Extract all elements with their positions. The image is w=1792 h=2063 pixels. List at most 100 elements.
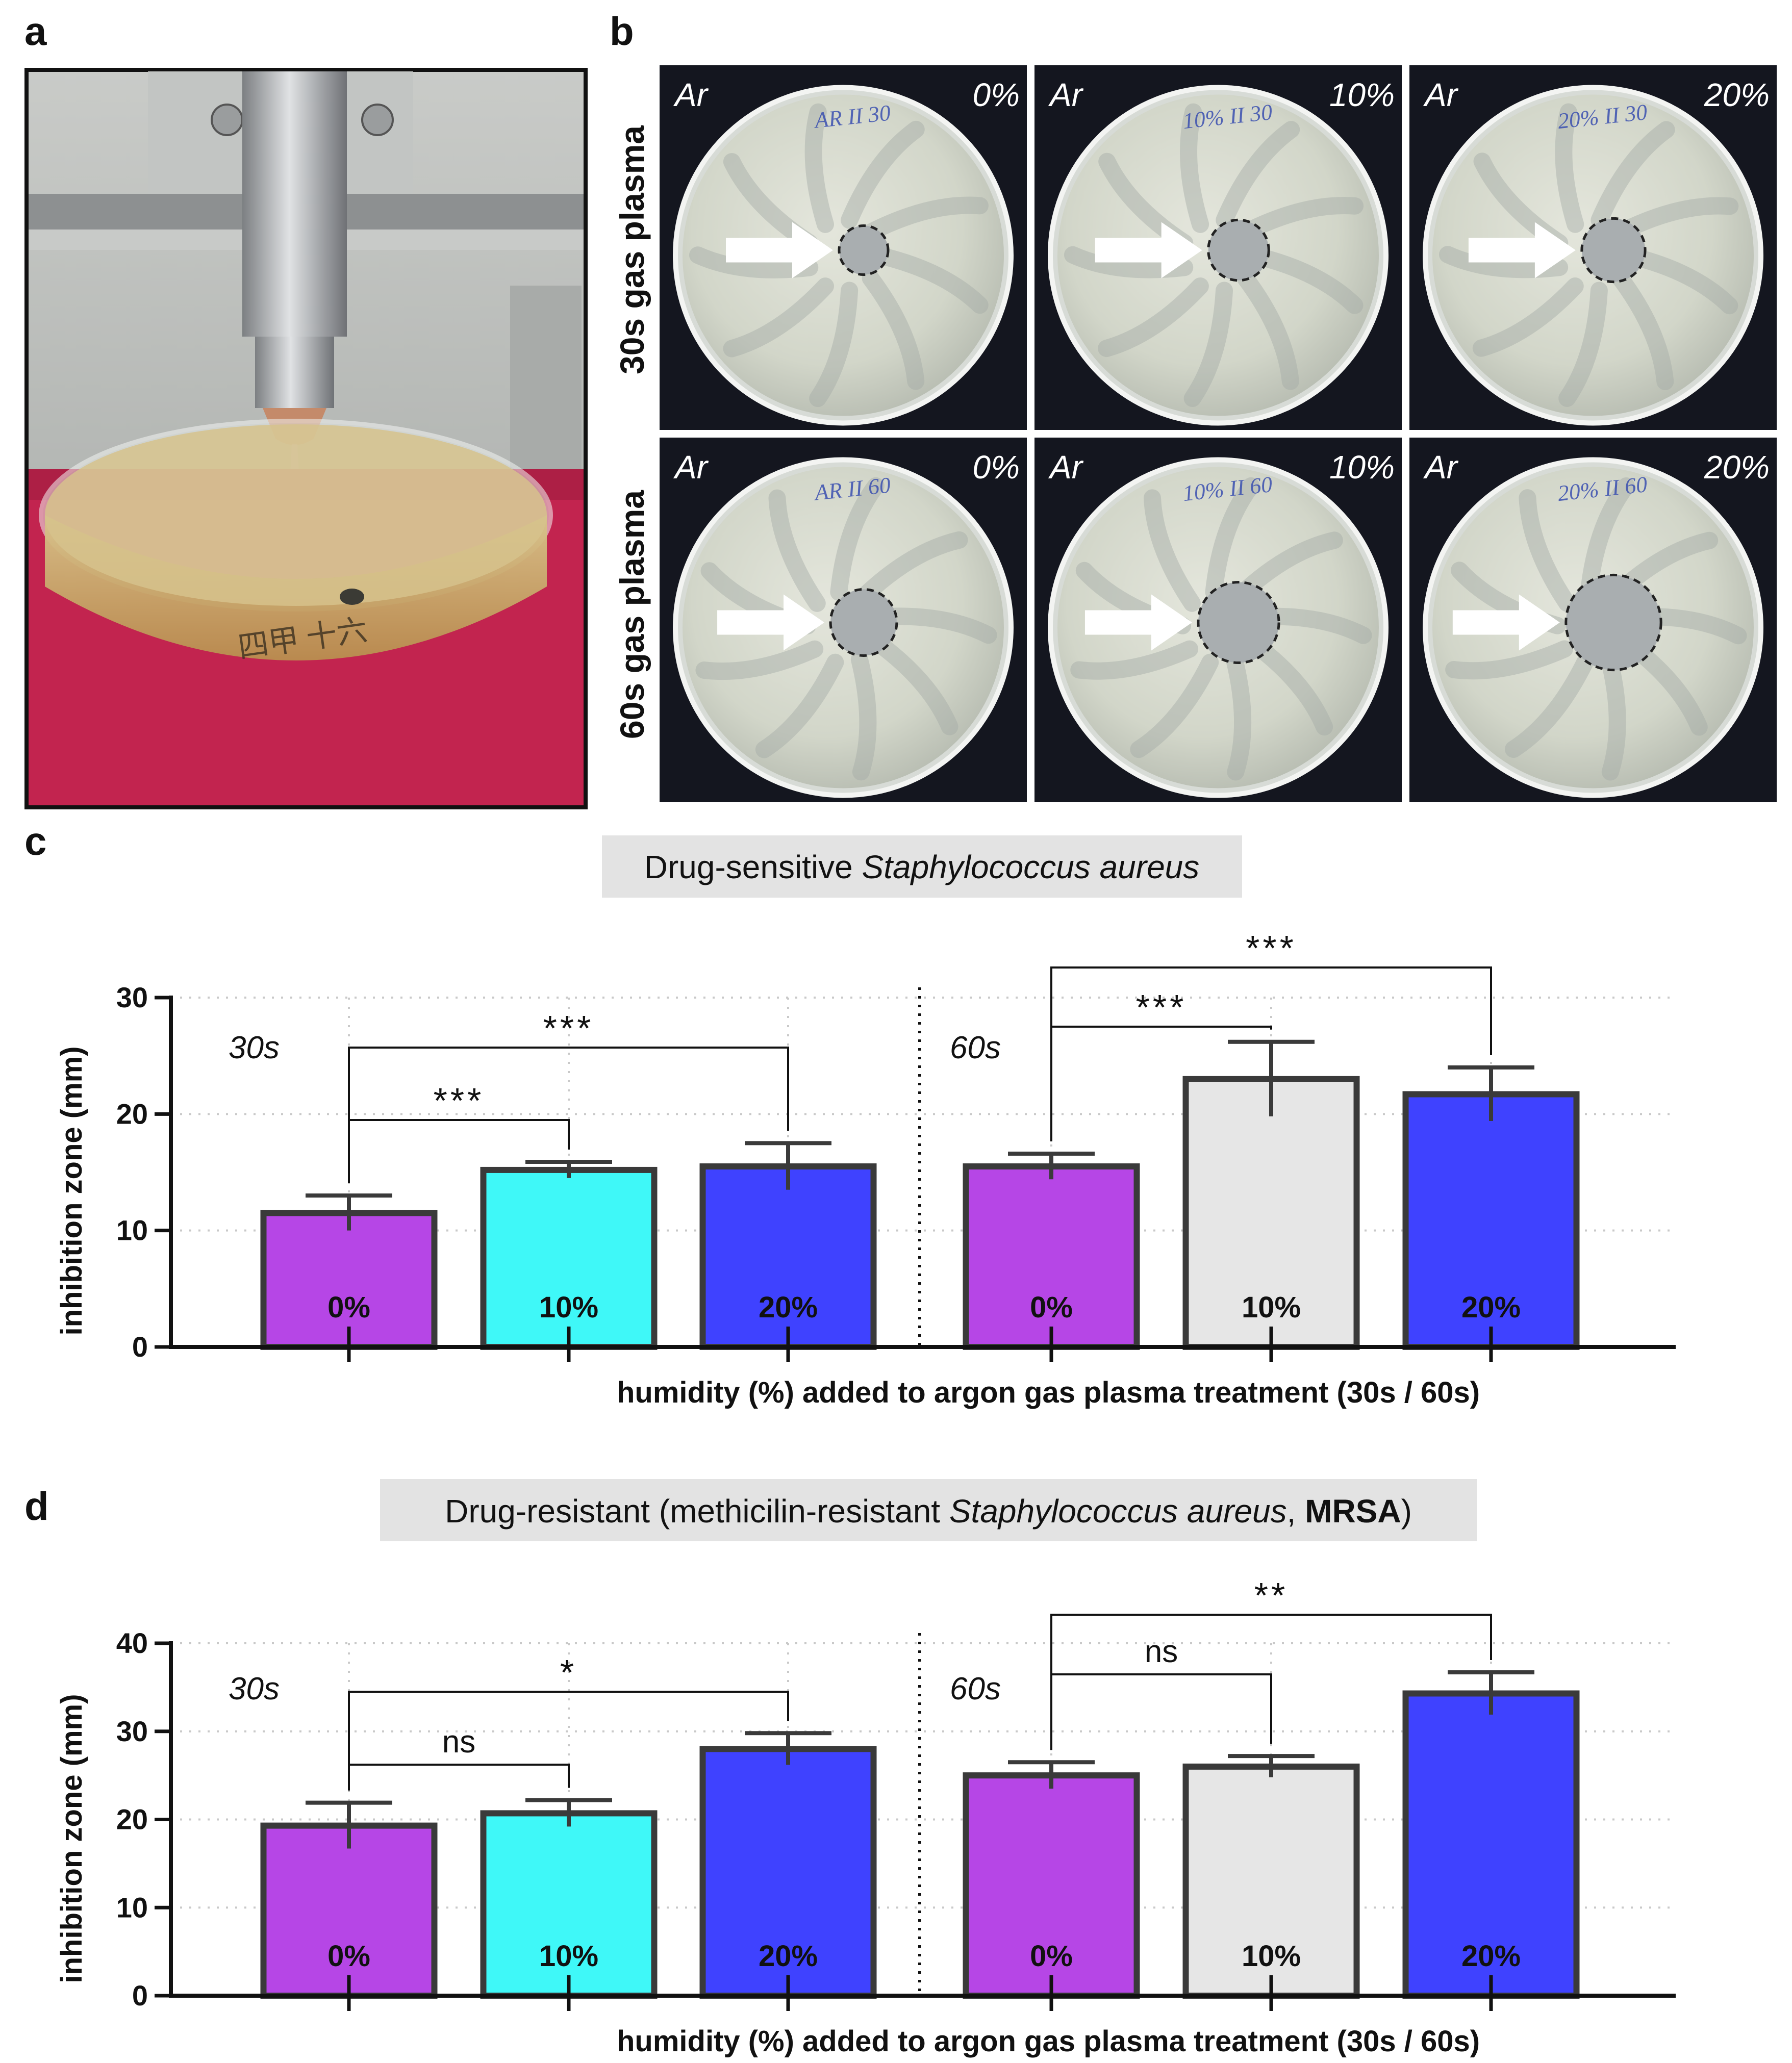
bacterial-streak bbox=[1591, 121, 1675, 229]
bacterial-streak bbox=[1558, 282, 1608, 407]
significance-label: *** bbox=[434, 1081, 485, 1120]
panel-label-b: b bbox=[610, 9, 634, 54]
bar-category-label: 10% bbox=[539, 1291, 598, 1324]
bacterial-streak bbox=[1555, 103, 1584, 233]
chart-d-title-italic: Staphylococcus aureus bbox=[949, 1493, 1287, 1530]
bacterial-streak bbox=[755, 653, 844, 758]
chart-d-title: Drug-resistant (methicilin-resistant Sta… bbox=[445, 1493, 1412, 1530]
bacterial-streak bbox=[1205, 477, 1260, 601]
significance-label: * bbox=[560, 1652, 577, 1692]
row-label-60s: 60s gas plasma bbox=[613, 490, 651, 739]
chart-d-group-30s: 30s bbox=[229, 1671, 280, 1707]
device-photo: 四甲 十六 bbox=[24, 68, 588, 809]
arrow-icon bbox=[1452, 594, 1560, 651]
bar bbox=[260, 1822, 438, 1999]
bar-category-label: 0% bbox=[327, 1940, 370, 1973]
bar-category-label: 0% bbox=[1030, 1291, 1073, 1324]
bar bbox=[480, 1810, 658, 1999]
bacterial-streak bbox=[862, 269, 925, 390]
chart-d-group-60s: 60s bbox=[950, 1671, 1001, 1707]
bar bbox=[963, 1772, 1140, 1999]
bacterial-streak bbox=[768, 489, 826, 612]
significance-label: ** bbox=[1254, 1575, 1288, 1615]
y-tick-label: 20 bbox=[116, 1098, 148, 1130]
bacterial-streak bbox=[1620, 246, 1738, 315]
y-tick-label: 0 bbox=[132, 1331, 148, 1363]
significance-label: ns bbox=[442, 1724, 475, 1760]
bar-category-label: 20% bbox=[759, 1940, 818, 1973]
chart-drug-sensitive: Drug-sensitive Staphylococcus aureus inh… bbox=[55, 835, 1676, 1409]
bacterial-streak bbox=[1225, 650, 1252, 781]
bacterial-streak bbox=[1611, 269, 1674, 390]
inhibition-zone bbox=[838, 224, 890, 276]
significance-bracket bbox=[1050, 1614, 1492, 1750]
panel-label-c: c bbox=[24, 819, 46, 863]
bacterial-streak bbox=[1143, 489, 1201, 612]
bar bbox=[260, 1210, 438, 1351]
bacterial-streak bbox=[809, 282, 859, 407]
chart-c-group-30s: 30s bbox=[229, 1030, 280, 1065]
bacterial-streak bbox=[1445, 640, 1573, 680]
bacterial-streak bbox=[1236, 197, 1364, 241]
arrow-icon bbox=[1468, 222, 1576, 278]
arrow-icon bbox=[1084, 594, 1192, 651]
gas-label: Ar bbox=[1048, 449, 1084, 486]
bacterial-streak bbox=[1611, 197, 1739, 241]
y-tick-label: 0 bbox=[132, 1979, 148, 2011]
bacterial-streak bbox=[1600, 650, 1626, 781]
inhibition-zone bbox=[1580, 217, 1647, 284]
significance-bracket bbox=[1050, 966, 1492, 1141]
gas-label: Ar bbox=[673, 77, 709, 113]
bacterial-streak bbox=[854, 531, 968, 606]
bacterial-streak bbox=[695, 640, 824, 680]
arrow-icon bbox=[1095, 222, 1202, 278]
inhibition-zone bbox=[829, 588, 898, 657]
bar-category-label: 20% bbox=[759, 1291, 818, 1324]
bar bbox=[1182, 1076, 1360, 1350]
gas-label: Ar bbox=[1048, 77, 1084, 113]
bar-category-label: 0% bbox=[1030, 1940, 1073, 1973]
bar-category-label: 10% bbox=[1242, 1291, 1301, 1324]
chart-c-group-60s: 60s bbox=[950, 1030, 1001, 1065]
significance-label: *** bbox=[1136, 987, 1187, 1027]
arrow-icon bbox=[726, 222, 833, 278]
chart-c-title-italic: Staphylococcus aureus bbox=[862, 849, 1200, 885]
bacterial-streak bbox=[862, 196, 989, 241]
significance-label: ns bbox=[1145, 1634, 1178, 1669]
inhibition-zone bbox=[1207, 218, 1270, 282]
bacterial-streak bbox=[1183, 282, 1233, 407]
chart-d-title-box bbox=[380, 1479, 1477, 1541]
significance-bracket bbox=[348, 1764, 570, 1791]
bar bbox=[1402, 1690, 1580, 1999]
gas-label: Ar bbox=[1423, 77, 1459, 113]
chart-c-xlabel: humidity (%) added to argon gas plasma t… bbox=[617, 1376, 1480, 1409]
bar-category-label: 0% bbox=[327, 1291, 370, 1324]
y-tick-label: 30 bbox=[116, 981, 148, 1013]
gas-label: Ar bbox=[673, 449, 709, 486]
bacterial-streak bbox=[1098, 277, 1209, 358]
bacterial-streak bbox=[850, 650, 877, 781]
bacterial-streak bbox=[1216, 121, 1300, 229]
significance-label: *** bbox=[1246, 928, 1297, 968]
inhibition-zone bbox=[1197, 580, 1280, 665]
significance-bracket bbox=[348, 1691, 789, 1791]
chart-d-ylabel: inhibition zone (mm) bbox=[55, 1694, 88, 1983]
chart-d-title-sep: , bbox=[1287, 1493, 1305, 1530]
row-label-30s: 30s gas plasma bbox=[613, 125, 651, 374]
chart-c-title-plain: Drug-sensitive bbox=[644, 849, 862, 885]
y-tick-label: 40 bbox=[116, 1627, 148, 1659]
bar bbox=[1402, 1091, 1580, 1350]
arrow-icon bbox=[717, 594, 825, 651]
gas-label: Ar bbox=[1423, 449, 1459, 486]
bacterial-streak bbox=[1580, 477, 1635, 601]
bacterial-streak bbox=[1070, 640, 1199, 680]
chart-d-xlabel: humidity (%) added to argon gas plasma t… bbox=[617, 2025, 1480, 2058]
bacterial-streak bbox=[1505, 653, 1594, 758]
chart-drug-resistant: Drug-resistant (methicilin-resistant Sta… bbox=[55, 1479, 1676, 2058]
